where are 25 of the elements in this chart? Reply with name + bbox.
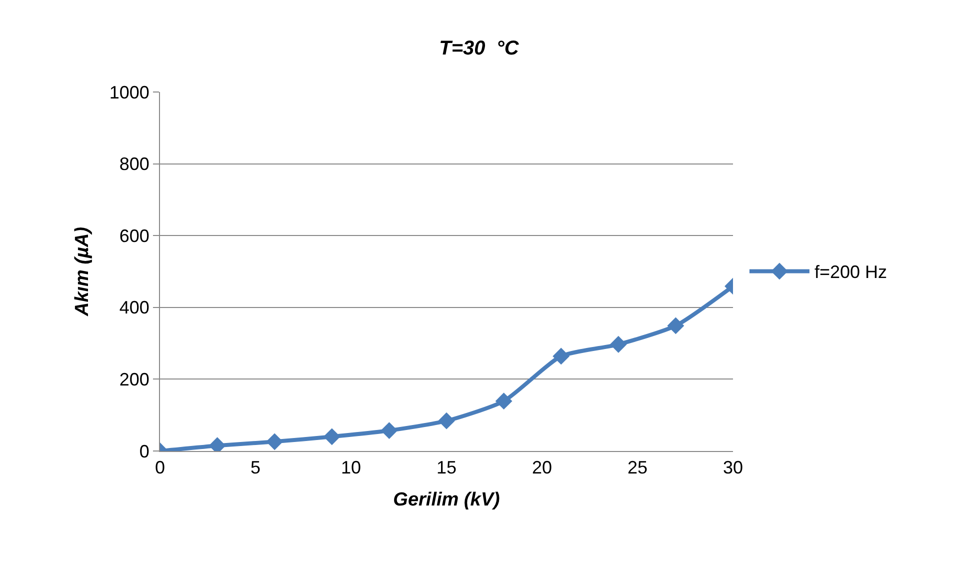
point (552, 348, 570, 365)
legend-label: f=200 Hz (814, 262, 888, 282)
y-tick-label: 800 (119, 154, 150, 174)
y-tick-label: 0 (139, 441, 150, 462)
y-tick-label: 400 (119, 298, 150, 318)
x-axis-title: Gerilim (kV) (393, 489, 500, 510)
y-tick-label: 1000 (109, 82, 150, 102)
point (266, 433, 284, 450)
point (380, 422, 398, 439)
y-tick-label: 200 (119, 370, 150, 390)
point (495, 392, 512, 410)
point (667, 317, 684, 334)
x-tick-label: 20 (532, 458, 552, 478)
x-tick-label: 10 (340, 458, 362, 478)
y-tick-label: 600 (119, 226, 150, 246)
x-tick-label: 15 (436, 458, 457, 478)
x-tick-label: 5 (250, 458, 261, 478)
point (323, 428, 340, 446)
x-tick-label: 0 (154, 458, 166, 478)
y-axis-title: Akım (µA) (72, 226, 94, 318)
x-tick-label: 25 (627, 458, 648, 478)
chart-title: T=30 °C (439, 38, 520, 60)
x-tick-label: 30 (722, 458, 744, 478)
point (610, 336, 627, 353)
point (438, 412, 455, 430)
